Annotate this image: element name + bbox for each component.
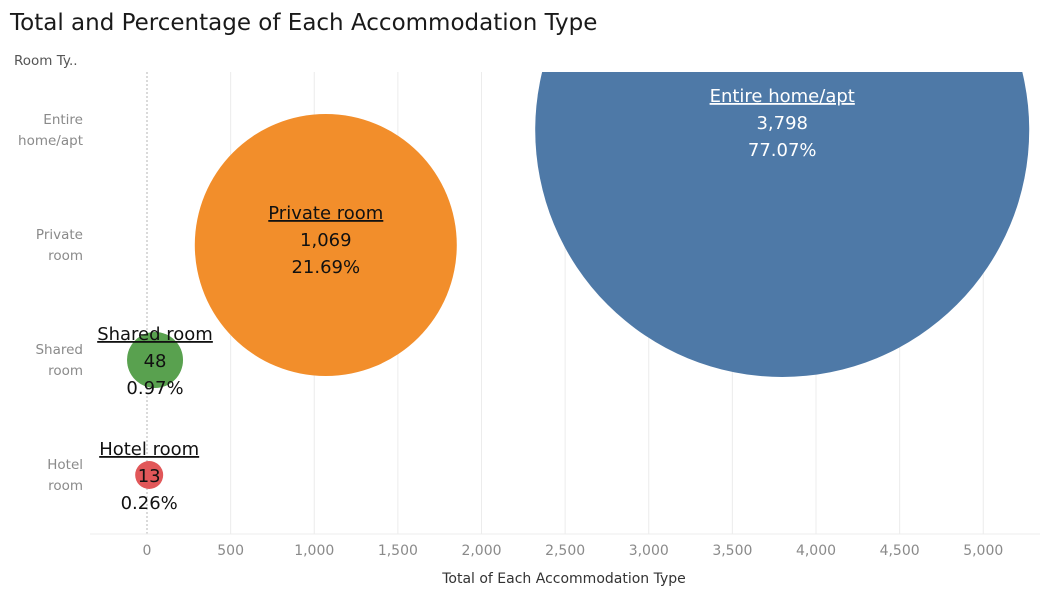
y-axis-field-label: Room Ty.. (14, 53, 78, 69)
x-tick-label: 1,000 (294, 543, 334, 559)
bubble (135, 461, 164, 489)
x-tick-label: 2,500 (545, 543, 585, 559)
x-tick-label: 3,000 (629, 543, 669, 559)
row-label: Shared room (35, 342, 83, 379)
x-axis: 0 500 1,000 1,500 2,000 2,500 3,000 3,500 4,000 4… (90, 533, 1040, 559)
bubble-name-label: Private room (268, 203, 383, 224)
bubble-percent-label: 21.69% (291, 257, 360, 278)
row-label: Hotel room (47, 457, 83, 494)
bubble-name-label: Entire home/apt (710, 86, 855, 107)
x-tick-label: 1,500 (378, 543, 418, 559)
bubble-value-label: 3,798 (756, 113, 808, 134)
bubble-percent-label: 0.97% (126, 378, 183, 399)
bubble (127, 332, 184, 388)
x-tick-label: 3,500 (712, 543, 752, 559)
x-tick-label: 5,000 (963, 543, 1003, 559)
bubble-name-label: Hotel room (99, 439, 199, 460)
bubble-labels: Entire home/apt 3,798 77.07% Private room 1,… (97, 86, 855, 514)
bubble-percent-label: 0.26% (121, 493, 178, 514)
row-label: Private room (36, 227, 83, 264)
x-axis-title: Total of Each Accommodation Type (441, 571, 686, 587)
x-tick-label: 500 (217, 543, 244, 559)
bubble-value-label: 13 (138, 466, 161, 487)
x-tick-label: 4,500 (880, 543, 920, 559)
x-tick-label: 4,000 (796, 543, 836, 559)
bubbles (127, 72, 1030, 489)
bubble-percent-label: 77.07% (748, 140, 817, 161)
bubble (194, 114, 457, 376)
x-tick-label: 2,000 (461, 543, 501, 559)
bubble (535, 72, 1030, 377)
chart-title: Total and Percentage of Each Accommodati… (10, 10, 598, 36)
row-label: Entire home/apt (18, 112, 83, 149)
x-tick-label: 0 (143, 543, 152, 559)
bubble-name-label: Shared room (97, 324, 213, 345)
bubble-value-label: 1,069 (300, 230, 352, 251)
bubble-value-label: 48 (144, 351, 167, 372)
row-labels: Entire home/apt Private room Shared room Hotel… (18, 112, 83, 494)
